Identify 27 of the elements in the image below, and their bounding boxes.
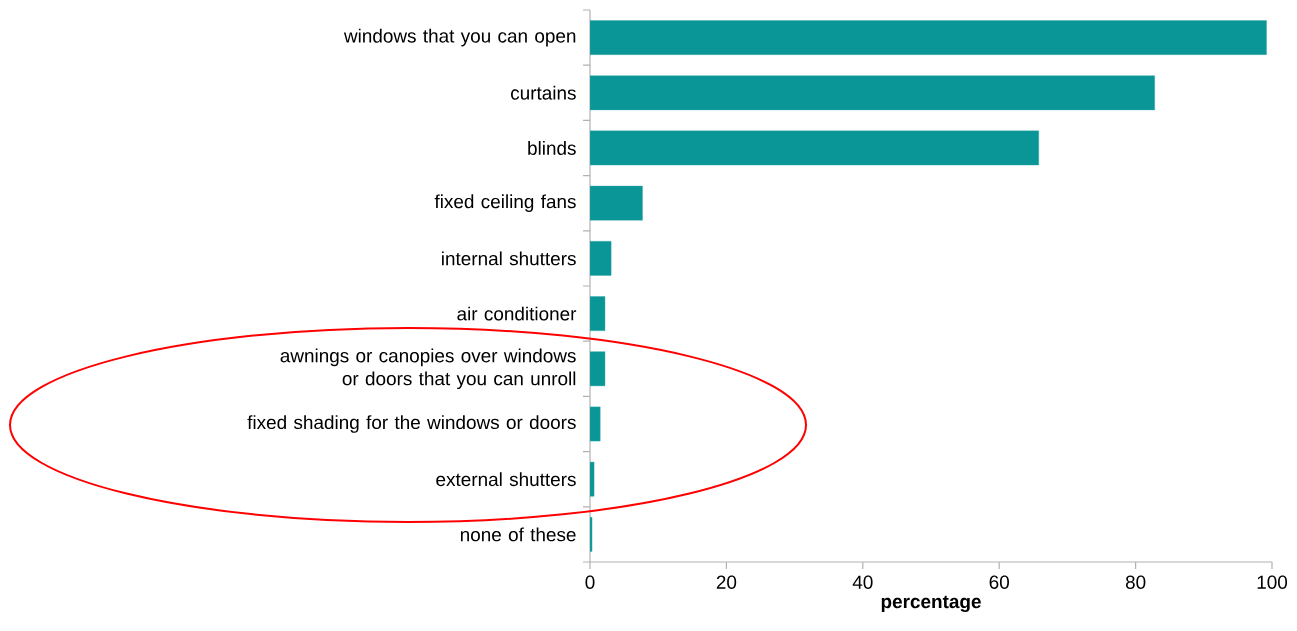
x-tick-label: 20: [716, 575, 737, 589]
y-tick-label: awnings or canopies over windows or doors that you can unroll: [280, 348, 576, 390]
y-tick-label: fixed ceiling fans: [434, 194, 576, 212]
bar: [590, 241, 612, 276]
x-axis-title: percentage: [881, 595, 981, 613]
x-tick-label: 80: [1125, 575, 1146, 589]
bar: [590, 296, 606, 331]
y-tick-label: fixed shading for the windows or doors: [247, 415, 576, 433]
bar: [590, 461, 595, 497]
y-tick-label: air conditioner: [457, 306, 577, 321]
bar: [590, 406, 601, 442]
y-tick-label: none of these: [460, 527, 576, 542]
bar: [590, 20, 1267, 55]
y-tick-label: internal shutters: [442, 251, 576, 266]
x-tick-label: 60: [989, 575, 1009, 589]
bar: [590, 351, 606, 387]
y-tick-label: curtains: [511, 85, 576, 100]
x-tick-label: 100: [1257, 575, 1288, 589]
y-tick-label: external shutters: [436, 472, 576, 487]
y-tick-label: blinds: [528, 141, 576, 155]
bar: [590, 75, 1155, 111]
bar: [590, 517, 593, 552]
x-tick-label: 0: [585, 575, 595, 589]
x-tick-label: 40: [852, 575, 873, 589]
bar: [590, 185, 643, 221]
y-tick-label: windows that you can open: [343, 28, 576, 47]
bar: [590, 130, 1039, 166]
